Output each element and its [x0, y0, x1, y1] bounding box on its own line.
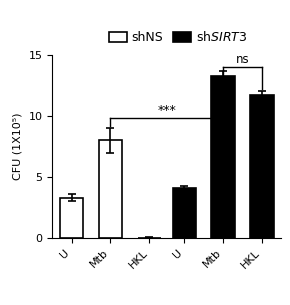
Bar — [99, 140, 122, 238]
Text: ns: ns — [236, 53, 249, 66]
Y-axis label: CFU (1X10⁵): CFU (1X10⁵) — [13, 113, 23, 180]
Bar — [250, 95, 273, 238]
Text: ***: *** — [157, 104, 176, 117]
Bar — [211, 76, 235, 238]
Bar — [173, 188, 196, 238]
Bar — [60, 198, 83, 238]
Legend: shNS, sh$SIRT3$: shNS, sh$SIRT3$ — [107, 28, 250, 47]
